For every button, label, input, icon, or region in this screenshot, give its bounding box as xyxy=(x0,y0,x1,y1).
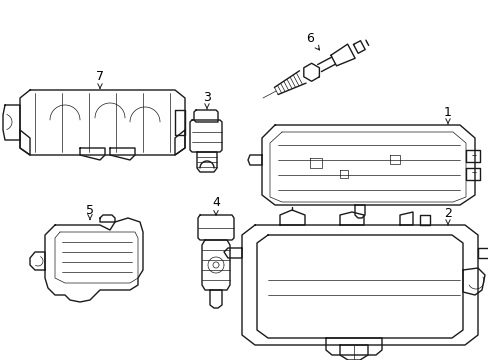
Text: 3: 3 xyxy=(203,90,210,109)
Text: 5: 5 xyxy=(86,203,94,219)
Text: 6: 6 xyxy=(305,32,319,50)
Text: 2: 2 xyxy=(443,207,451,225)
Text: 4: 4 xyxy=(212,195,220,215)
Text: 1: 1 xyxy=(443,105,451,124)
Text: 7: 7 xyxy=(96,69,104,88)
